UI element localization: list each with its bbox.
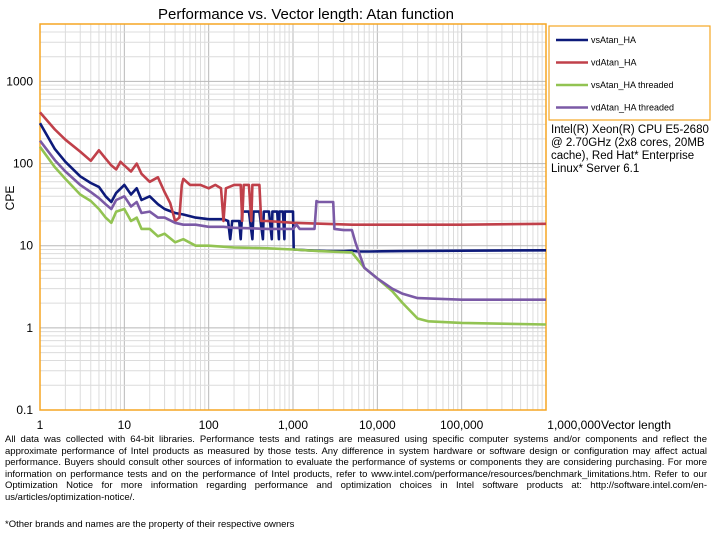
- chart-grid: [39, 23, 546, 411]
- x-tick-label: 1,000,000: [547, 418, 601, 432]
- legend-entry-label: vsAtan_HA: [591, 35, 636, 45]
- x-axis-label: Vector length: [601, 418, 671, 432]
- y-tick-label: 1000: [6, 74, 33, 88]
- legend-entry-label: vsAtan_HA threaded: [591, 80, 674, 90]
- x-tick-label: 10,000: [359, 418, 396, 432]
- series-layer: [38, 111, 547, 326]
- y-axis-label: CPE: [3, 186, 17, 211]
- x-axis-ticks: 1 10 100 1,000 10,000 100,000 1,000,000: [37, 418, 601, 432]
- plot-area-frame: [39, 23, 547, 411]
- series-line-3: [38, 146, 547, 326]
- series-line-4: [38, 139, 546, 301]
- trademark-footnote: *Other brands and names are the property…: [5, 519, 295, 530]
- y-tick-label: 10: [20, 239, 34, 253]
- chart-title: Performance vs. Vector length: Atan func…: [158, 6, 454, 23]
- system-configuration-note: Intel(R) Xeon(R) CPU E5-2680 @ 2.70GHz (…: [551, 124, 709, 175]
- legend-entry-label: vdAtan_HA threaded: [591, 103, 674, 113]
- x-tick-label: 1: [37, 418, 44, 432]
- y-tick-label: 100: [13, 157, 33, 171]
- legend: vsAtan_HA vdAtan_HA vsAtan_HA threaded vdAt…: [548, 25, 711, 121]
- x-tick-label: 1,000: [278, 418, 308, 432]
- legend-entry-label: vdAtan_HA: [591, 58, 637, 68]
- y-axis-ticks: 0.1 1 10 100 1000: [6, 74, 33, 417]
- disclaimer-text: All data was collected with 64-bit libra…: [5, 434, 707, 503]
- x-tick-label: 10: [118, 418, 132, 432]
- y-tick-label: 1: [26, 321, 33, 335]
- x-tick-label: 100,000: [440, 418, 484, 432]
- y-tick-label: 0.1: [16, 403, 33, 417]
- series-line-2: [39, 111, 547, 226]
- legend-box: [548, 25, 711, 121]
- x-tick-label: 100: [199, 418, 219, 432]
